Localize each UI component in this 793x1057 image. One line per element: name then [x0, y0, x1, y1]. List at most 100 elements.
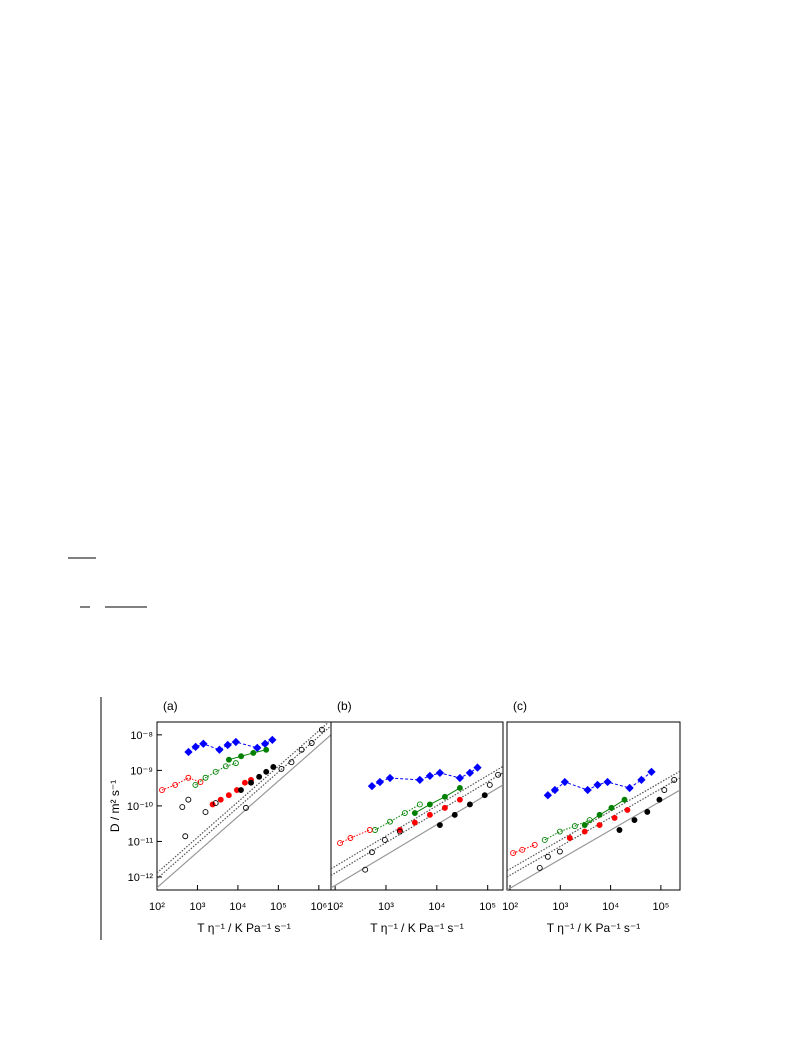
data-point	[318, 726, 325, 733]
data-point	[586, 817, 593, 824]
data-point	[212, 800, 219, 807]
data-point	[466, 801, 473, 808]
data-point	[637, 775, 646, 785]
y-tick-label: 10⁻⁸	[130, 730, 153, 742]
data-point	[253, 743, 262, 753]
data-point	[362, 866, 369, 873]
data-point	[375, 777, 385, 787]
data-point	[387, 818, 393, 825]
series-line	[157, 725, 331, 880]
data-point	[581, 822, 588, 828]
data-point	[184, 747, 193, 757]
y-tick-label: 10⁻¹²	[128, 872, 154, 884]
x-tick-label: 10⁴	[229, 901, 246, 913]
plot-content	[331, 763, 503, 889]
data-point	[556, 848, 563, 855]
series-line	[157, 722, 330, 874]
data-point	[159, 787, 165, 793]
data-point	[401, 810, 408, 816]
series-line	[507, 770, 680, 872]
data-point	[560, 777, 569, 787]
data-point	[385, 773, 395, 783]
data-point	[426, 811, 433, 818]
data-point	[197, 779, 204, 785]
data-point	[531, 841, 538, 848]
series-line	[331, 784, 503, 889]
data-point	[256, 773, 263, 780]
x-tick-label: 10³	[190, 901, 206, 913]
y-tick-label: 10⁻¹¹	[128, 836, 154, 848]
data-point	[260, 739, 270, 748]
x-tick-label: 10⁶	[310, 901, 327, 913]
plot-content	[507, 767, 680, 890]
data-point	[456, 796, 463, 803]
data-point	[593, 780, 602, 790]
data-point	[426, 801, 433, 808]
x-tick-label: 10⁴	[602, 901, 619, 913]
data-point	[241, 779, 248, 786]
plot-frame	[506, 721, 681, 891]
data-point	[212, 768, 219, 775]
data-point	[372, 827, 379, 833]
data-point	[268, 735, 277, 745]
series-line	[195, 762, 237, 786]
data-point	[596, 822, 603, 828]
data-point	[238, 753, 245, 760]
series-line	[374, 804, 421, 831]
series-line	[339, 829, 370, 844]
data-point	[455, 773, 465, 783]
series-line	[331, 765, 503, 870]
data-point	[631, 817, 638, 824]
data-point	[416, 801, 423, 808]
data-point	[603, 777, 612, 787]
data-point	[661, 787, 668, 793]
data-point	[308, 740, 315, 746]
data-point	[217, 796, 224, 803]
data-point	[465, 768, 475, 778]
plot-frame	[330, 721, 504, 891]
x-axis-label: T η⁻¹ / K Pa⁻¹ s⁻¹	[370, 921, 463, 935]
data-point	[441, 804, 448, 811]
data-point	[425, 771, 435, 781]
data-point	[185, 796, 192, 803]
data-point	[225, 756, 232, 763]
data-point	[263, 746, 270, 753]
y-tick-label: 10⁻¹⁰	[127, 801, 154, 813]
x-axis-label: T η⁻¹ / K Pa⁻¹ s⁻¹	[197, 921, 290, 935]
data-point	[544, 853, 551, 860]
data-point	[182, 833, 189, 840]
data-point	[366, 827, 373, 833]
data-point	[495, 771, 502, 778]
data-point	[625, 783, 634, 793]
data-point	[202, 809, 209, 816]
data-point	[191, 742, 200, 751]
x-tick-label: 10⁵	[479, 901, 496, 913]
data-point	[179, 804, 186, 810]
x-tick-label: 10⁵	[270, 901, 287, 913]
x-tick-label: 10²	[502, 901, 518, 913]
data-point	[616, 827, 623, 833]
data-point	[611, 814, 618, 821]
data-point	[566, 835, 573, 841]
series-line	[544, 819, 590, 841]
series-line	[414, 787, 461, 814]
data-point	[411, 819, 418, 826]
x-tick-label: 10⁵	[652, 901, 669, 913]
data-point	[644, 808, 651, 815]
data-point	[278, 765, 285, 772]
data-point	[621, 796, 628, 803]
data-point	[671, 776, 678, 783]
data-point	[451, 811, 458, 818]
data-point	[581, 828, 588, 835]
data-point	[473, 763, 482, 772]
data-point	[556, 828, 563, 835]
data-point	[436, 822, 443, 828]
data-point	[435, 768, 445, 778]
data-point	[624, 806, 631, 813]
data-point	[192, 781, 199, 788]
x-axis-label: T η⁻¹ / K Pa⁻¹ s⁻¹	[547, 921, 640, 935]
data-point	[263, 768, 270, 775]
y-axis-label: D / m² s⁻¹	[108, 780, 122, 832]
data-point	[347, 835, 354, 841]
